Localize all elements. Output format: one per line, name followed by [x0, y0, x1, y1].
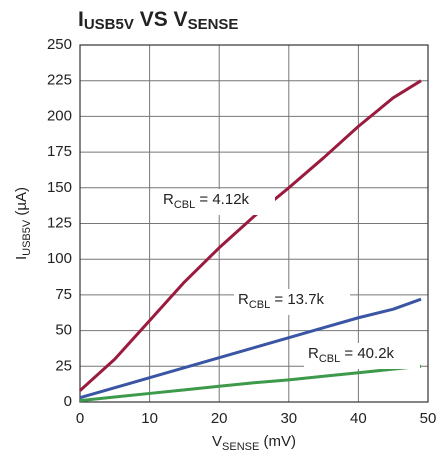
text-run: (mV): [259, 433, 296, 450]
text-run: R: [163, 191, 174, 208]
line-series: [78, 79, 422, 392]
x-axis-label: VSENSE (mV): [212, 433, 296, 453]
x-tick-label: 20: [211, 410, 228, 427]
x-tick-label: 10: [141, 410, 158, 427]
annotation: RCBL = 4.12k: [163, 191, 250, 211]
text-run: V: [212, 433, 222, 450]
text-run: I: [13, 256, 30, 260]
text-run: CBL: [249, 299, 270, 311]
text-run: I: [78, 8, 84, 31]
annotation-bg: [159, 189, 275, 215]
line-series: [79, 364, 422, 403]
y-tick-label: 25: [55, 357, 72, 374]
text-run: VS V: [134, 8, 188, 31]
text-run: SENSE: [222, 441, 259, 453]
text-run: R: [238, 291, 249, 308]
text-run: = 40.2k: [340, 345, 394, 362]
text-run: USB5V: [21, 219, 33, 256]
y-tick-label: 50: [55, 322, 72, 339]
y-tick-label: 175: [47, 143, 72, 160]
y-tick-label: 125: [47, 214, 72, 231]
text-run: SENSE: [188, 16, 239, 33]
annotation: RCBL = 13.7k: [238, 291, 325, 311]
annotation-bg: [234, 289, 350, 315]
x-tick-label: 50: [420, 410, 437, 427]
text-run: = 13.7k: [270, 291, 324, 308]
text-run: R: [308, 345, 319, 362]
chart-title: IUSB5V VS VSENSE: [78, 8, 238, 33]
y-tick-label: 250: [47, 36, 72, 53]
annotation-bg: [304, 343, 420, 369]
plot-frame: [79, 44, 429, 403]
x-tick-label: 0: [76, 410, 84, 427]
text-run: USB5V: [84, 16, 134, 33]
x-tick-label: 30: [280, 410, 297, 427]
y-tick-label: 75: [55, 286, 72, 303]
text-run: CBL: [319, 353, 340, 365]
y-tick-label: 150: [47, 179, 72, 196]
y-tick-label: 200: [47, 107, 72, 124]
annotation: RCBL = 40.2k: [308, 345, 395, 365]
y-axis-label: IUSB5V (µA): [13, 187, 33, 260]
text-run: (µA): [13, 187, 30, 220]
x-tick-label: 40: [350, 410, 367, 427]
y-tick-label: 0: [64, 393, 72, 410]
y-tick-label: 225: [47, 72, 72, 89]
text-run: = 4.12k: [195, 191, 249, 208]
text-run: CBL: [174, 199, 195, 211]
line-series: [79, 297, 422, 400]
y-tick-label: 100: [47, 250, 72, 267]
